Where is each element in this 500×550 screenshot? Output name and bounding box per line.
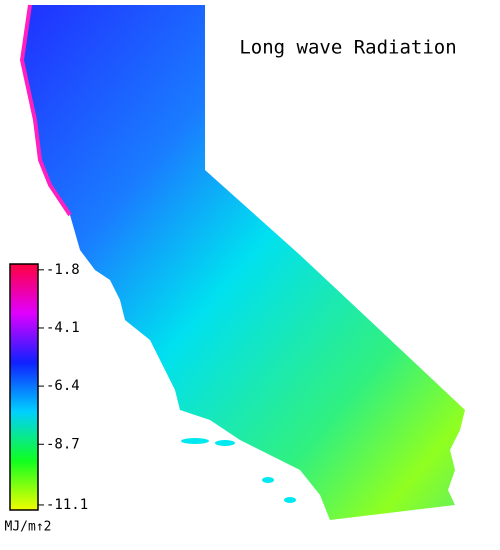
tick-label: -8.7 [46,436,80,452]
island [215,440,235,446]
color-legend: MJ/m↑2 -1.8 -4.1 -6.4 -8.7 -11.1 [5,262,89,535]
tick-label: -11.1 [46,497,88,513]
island [284,497,296,503]
state-shape [22,5,465,520]
tick-label: -4.1 [46,320,80,336]
island [181,438,209,444]
island [262,477,274,483]
map-title: Long wave Radiation [239,37,456,59]
tick-label: -1.8 [46,262,80,278]
coast-edge [19,4,72,217]
color-bar [9,263,39,511]
california-map [19,4,465,520]
tick-label: -6.4 [46,378,80,394]
unit-label: MJ/m↑2 [5,520,52,535]
